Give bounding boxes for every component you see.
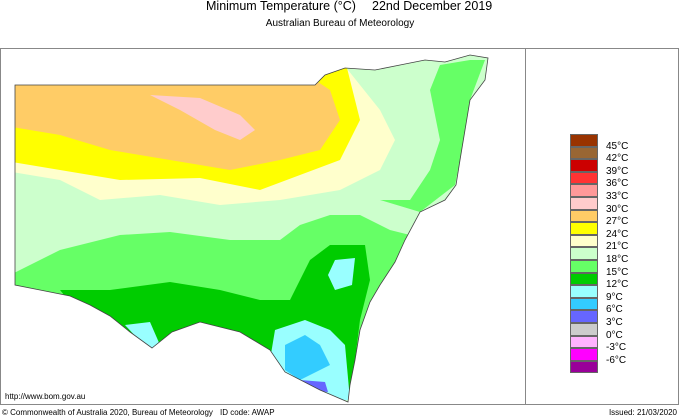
zone-15-18-coast <box>380 60 485 212</box>
id-code: ID code: AWAP <box>220 408 275 417</box>
legend-swatch <box>570 335 598 349</box>
legend-swatch <box>570 322 598 336</box>
source-url[interactable]: http://www.bom.gov.au <box>5 392 86 401</box>
legend-label: 15°C <box>606 266 629 278</box>
legend-label: 24°C <box>606 228 629 240</box>
zone-9-12-north <box>328 258 355 290</box>
legend-label: 12°C <box>606 279 629 291</box>
legend-label: 21°C <box>606 241 629 253</box>
zone-9-12-west <box>125 322 160 352</box>
title-variable: Minimum Temperature (°C) <box>206 0 356 13</box>
legend-swatch <box>570 272 598 286</box>
legend-swatch <box>570 348 598 361</box>
legend-label: 33°C <box>606 191 629 202</box>
legend-label: 18°C <box>606 254 629 265</box>
legend-swatch <box>570 259 598 273</box>
zone-27-30 <box>15 70 340 170</box>
zone-6-9 <box>285 335 330 380</box>
title-date: 22nd December 2019 <box>372 0 493 13</box>
legend-label: 27°C <box>606 216 629 228</box>
legend-swatch <box>570 297 598 311</box>
legend-label: 6°C <box>606 304 623 316</box>
zone-30-33 <box>150 95 255 140</box>
legend-label: 42°C <box>606 153 629 165</box>
legend-swatch <box>570 222 598 235</box>
legend-swatch <box>570 209 598 223</box>
legend-swatch <box>570 196 598 210</box>
legend-label: 30°C <box>606 203 629 215</box>
state-border <box>14 54 489 403</box>
legend-label: -3°C <box>606 342 627 354</box>
legend-swatch <box>570 184 598 197</box>
legend-divider <box>525 48 526 405</box>
legend-label: 0°C <box>606 329 623 341</box>
legend-swatch <box>570 310 598 323</box>
legend-label: 39°C <box>606 165 629 177</box>
legend-swatch <box>570 134 598 147</box>
legend-label: 36°C <box>606 178 629 190</box>
legend-label: 9°C <box>606 291 623 303</box>
legend-label: 45°C <box>606 140 629 152</box>
map-frame <box>0 48 679 405</box>
legend-swatch <box>570 285 598 298</box>
legend-swatch <box>570 360 598 374</box>
legend-label: -6°C <box>606 354 627 366</box>
legend-label: 3°C <box>606 317 623 328</box>
legend-swatch <box>570 159 598 172</box>
legend-swatch <box>570 171 598 185</box>
copyright: © Commonwealth of Australia 2020, Bureau… <box>2 408 213 417</box>
issued-date: Issued: 21/03/2020 <box>608 408 677 417</box>
legend-swatch <box>570 247 598 260</box>
color-legend: 45°C 42°C 39°C 36°C 33°C 30°C 27°C 24°C 21°C 18°C… <box>570 134 628 374</box>
legend-swatch <box>570 234 598 248</box>
temperature-map <box>14 54 489 403</box>
legend-swatch <box>570 146 598 160</box>
subtitle: Australian Bureau of Meteorology <box>265 18 415 29</box>
